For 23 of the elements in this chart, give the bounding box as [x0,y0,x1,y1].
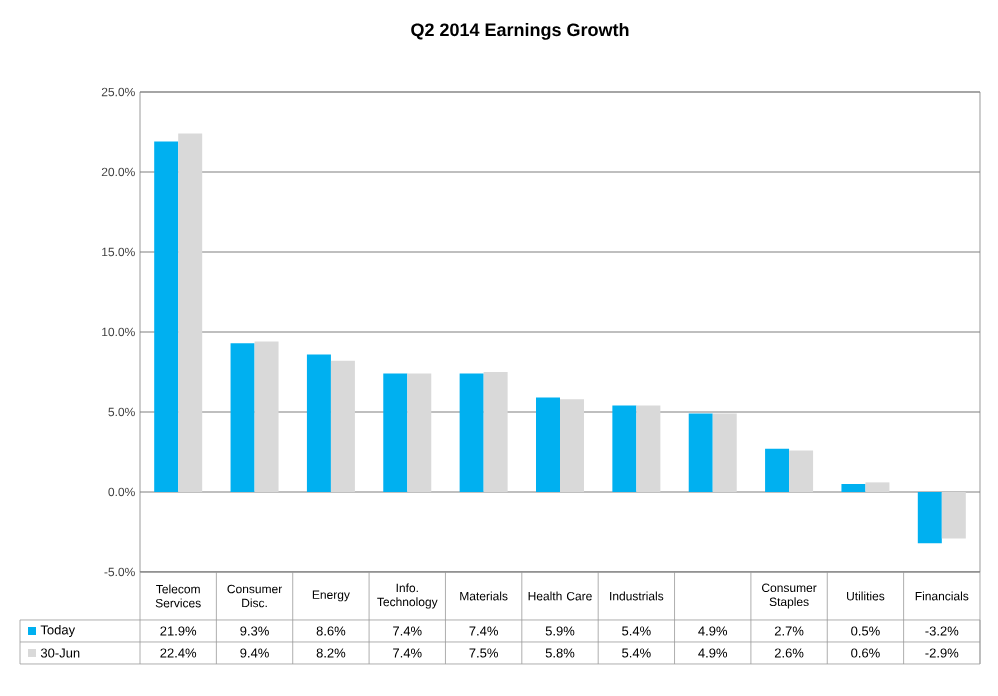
bar [688,413,713,492]
bar [917,491,942,544]
bar [636,405,661,492]
bar [536,397,560,492]
bar [407,373,432,492]
bar [765,448,790,492]
bar [178,133,203,492]
bar [483,371,508,492]
bar [230,343,255,492]
bar [306,354,331,492]
bar [789,450,814,492]
bar [612,405,637,492]
bar [330,360,355,492]
bar [459,373,484,492]
chart-title: Q2 2014 Earnings Growth [411,22,629,40]
bar [841,483,866,492]
bar [154,141,179,492]
bar [941,491,966,539]
bar [560,399,584,492]
bar [383,373,408,492]
bar [254,341,279,492]
bar [712,413,737,492]
bar [865,482,890,492]
